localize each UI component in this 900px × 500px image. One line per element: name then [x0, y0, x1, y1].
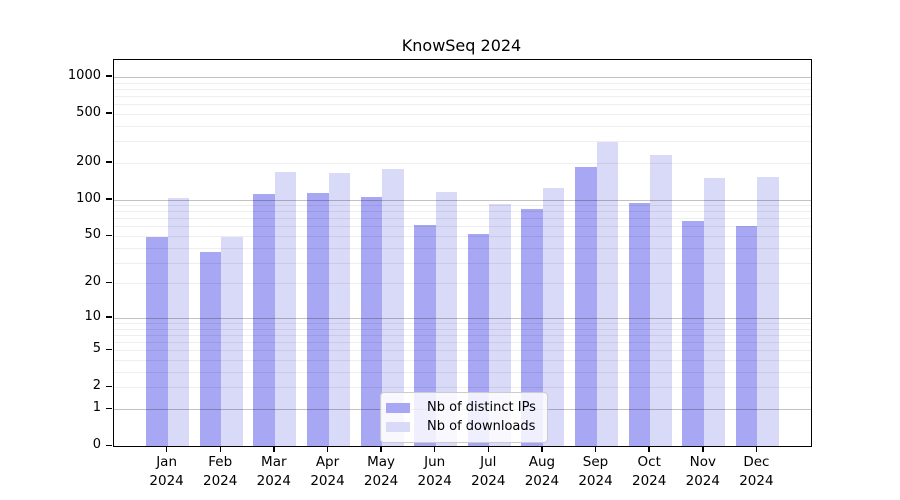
y-tick-label: 10: [84, 308, 101, 324]
y-tick-label: 20: [84, 274, 101, 290]
y-tick-mark: [106, 198, 112, 200]
x-tick-mark: [165, 446, 168, 452]
bar-downloads: [542, 187, 565, 446]
plot-area: [113, 59, 812, 447]
x-tick-mark: [273, 446, 275, 452]
bars-layer: [114, 60, 811, 446]
bar-downloads: [650, 155, 672, 446]
bar-distinct-ips: [521, 208, 543, 446]
x-tick-label: Apr 2024: [310, 454, 345, 489]
y-tick-mark: [106, 281, 112, 284]
y-tick-mark: [106, 444, 112, 446]
legend-label-downloads: Nb of downloads: [427, 419, 536, 434]
x-tick-mark: [541, 446, 543, 452]
bar-distinct-ips: [575, 167, 597, 446]
legend: Nb of distinct IPs Nb of downloads: [380, 392, 548, 443]
y-tick-label: 200: [76, 153, 101, 169]
bar-distinct-ips: [253, 194, 275, 446]
y-tick-mark: [106, 348, 112, 351]
legend-item-distinct-ips: Nb of distinct IPs: [386, 398, 539, 417]
y-tick-mark: [106, 75, 112, 77]
y-tick-mark: [106, 316, 112, 318]
bar-downloads: [328, 172, 350, 446]
x-tick-mark: [219, 446, 221, 452]
x-tick-mark: [326, 446, 329, 452]
y-tick-label: 5: [92, 341, 101, 357]
y-tick-mark: [106, 234, 112, 236]
bar-distinct-ips: [199, 251, 222, 446]
bar-downloads: [596, 142, 618, 446]
chart-title: KnowSeq 2024: [401, 36, 522, 55]
y-tick-label: 1: [92, 400, 101, 415]
bar-downloads: [703, 178, 726, 446]
bar-distinct-ips: [146, 237, 168, 446]
x-tick-label: Dec 2024: [739, 454, 774, 489]
y-tick-label: 500: [76, 104, 101, 120]
y-tick-mark: [106, 161, 112, 163]
x-tick-label: May 2024: [363, 454, 399, 489]
legend-swatch-distinct-ips: [386, 402, 410, 413]
y-tick-mark: [106, 407, 112, 409]
bar-downloads: [382, 168, 404, 446]
y-tick-label: 0: [92, 437, 101, 452]
bar-downloads: [435, 192, 458, 446]
x-tick-label: Sep 2024: [578, 454, 613, 489]
x-tick-label: Oct 2024: [632, 454, 667, 489]
y-tick-mark: [106, 385, 112, 388]
bar-distinct-ips: [682, 220, 704, 446]
x-tick-mark: [380, 446, 382, 452]
x-tick-mark: [433, 446, 436, 452]
x-tick-label: Feb 2024: [203, 454, 238, 489]
y-tick-label: 50: [84, 227, 101, 242]
x-tick-mark: [648, 446, 650, 452]
legend-label-distinct-ips: Nb of distinct IPs: [427, 400, 536, 415]
x-tick-label: Mar 2024: [256, 454, 291, 489]
bar-downloads: [274, 172, 297, 446]
bar-downloads: [489, 203, 511, 446]
bar-downloads: [757, 176, 779, 446]
legend-item-downloads: Nb of downloads: [386, 417, 539, 436]
y-tick-label: 2: [92, 378, 101, 394]
bar-distinct-ips: [307, 193, 329, 446]
bar-distinct-ips: [735, 225, 758, 446]
x-tick-mark: [594, 446, 597, 452]
x-tick-label: Aug 2024: [524, 454, 560, 489]
bar-distinct-ips: [360, 196, 383, 446]
y-tick-label: 1000: [67, 67, 101, 83]
legend-swatch-downloads: [386, 421, 410, 432]
x-tick-mark: [702, 446, 704, 452]
bar-distinct-ips: [628, 202, 651, 446]
x-tick-mark: [487, 446, 490, 452]
bar-downloads: [167, 197, 190, 446]
y-tick-label: 100: [76, 190, 101, 206]
y-tick-mark: [106, 112, 112, 114]
bar-distinct-ips: [414, 224, 436, 446]
x-tick-mark: [755, 446, 758, 452]
x-tick-label: Jan 2024: [149, 454, 184, 489]
x-tick-label: Nov 2024: [685, 454, 720, 489]
x-tick-label: Jul 2024: [471, 454, 506, 489]
bar-downloads: [221, 237, 243, 446]
x-tick-label: Jun 2024: [417, 454, 452, 489]
